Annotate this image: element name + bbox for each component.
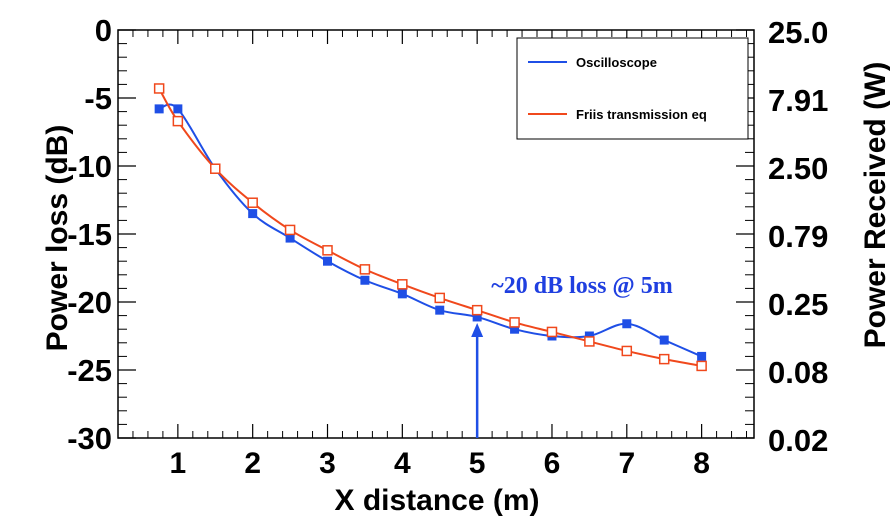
data-point-friis [473,306,482,315]
legend-label-friis: Friis transmission eq [576,107,707,122]
y2-tick-label: 0.79 [768,219,828,254]
data-point-oscilloscope [660,336,669,345]
data-point-oscilloscope [435,306,444,315]
y2-tick-label: 0.08 [768,355,828,390]
x-tick-label: 6 [544,447,561,480]
data-point-oscilloscope [155,104,164,113]
data-point-friis [547,327,556,336]
y2-axis-label: Power Received (W) [859,62,890,349]
data-point-friis [211,164,220,173]
data-point-friis [510,318,519,327]
data-point-friis [660,355,669,364]
data-point-friis [585,337,594,346]
data-point-friis [173,117,182,126]
data-point-oscilloscope [697,352,706,361]
data-point-oscilloscope [360,276,369,285]
x-tick-label: 3 [319,447,336,480]
x-axis-label: X distance (m) [334,484,539,517]
data-point-friis [286,225,295,234]
x-tick-label: 1 [170,447,187,480]
data-point-friis [435,293,444,302]
data-point-friis [360,265,369,274]
annotation-text: ~20 dB loss @ 5m [491,273,673,299]
x-tick-label: 5 [469,447,486,480]
data-point-oscilloscope [173,104,182,113]
y2-tick-label: 0.25 [768,287,828,322]
y-axis-label: Power loss (dB) [41,125,74,352]
data-point-friis [323,246,332,255]
x-tick-label: 2 [244,447,261,480]
data-point-oscilloscope [398,289,407,298]
legend: Oscilloscope Friis transmission eq [517,38,748,139]
y2-tick-label: 7.91 [768,83,828,118]
y-tick-label: 0 [95,13,112,48]
x-tick-label: 8 [693,447,710,480]
data-point-friis [697,361,706,370]
data-point-oscilloscope [622,319,631,328]
x-tick-label: 4 [394,447,411,480]
data-point-friis [248,198,257,207]
y2-tick-label: 25.0 [768,15,828,50]
data-point-friis [622,346,631,355]
x-tick-label: 7 [618,447,635,480]
data-point-friis [398,280,407,289]
legend-box [517,38,748,139]
data-point-friis [155,84,164,93]
data-point-oscilloscope [323,257,332,266]
legend-label-oscilloscope: Oscilloscope [576,55,657,70]
y2-tick-label: 2.50 [768,151,828,186]
y-tick-label: -30 [67,421,112,456]
y-tick-label: -5 [84,81,112,116]
data-point-oscilloscope [248,209,257,218]
y2-tick-label: 0.02 [768,423,828,458]
y-tick-label: -25 [67,353,112,388]
